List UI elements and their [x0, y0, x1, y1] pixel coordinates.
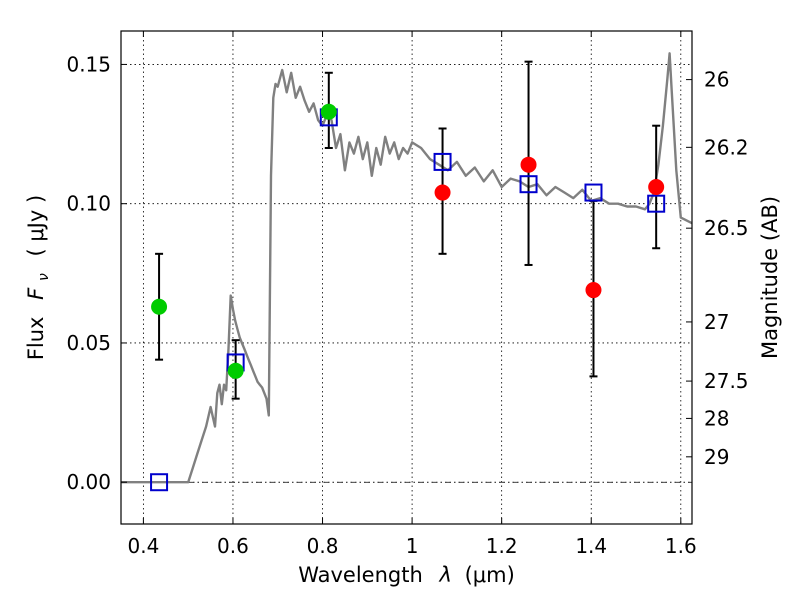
green-data-point — [227, 362, 244, 379]
model-square-marker — [519, 175, 538, 194]
y-tick-label: 0.05 — [66, 331, 111, 355]
y-tick-label: 0.10 — [66, 192, 111, 216]
model-square-marker — [433, 152, 452, 171]
green-data-point — [151, 298, 168, 315]
x-axis-label: Wavelength λ (μm) — [298, 563, 515, 587]
right-axis-label: Magnitude (AB) — [758, 196, 782, 359]
y-axis-label-symbol: F — [24, 287, 48, 300]
x-axis-label-symbol: λ — [438, 563, 451, 587]
x-tick-label: 1 — [406, 534, 419, 558]
red-data-point — [648, 178, 665, 195]
x-tick-label: 0.4 — [127, 534, 159, 558]
y-tick-label: 0.15 — [66, 52, 111, 76]
green-data-point — [320, 103, 337, 120]
model-square-marker — [584, 183, 603, 202]
plot-frame — [120, 30, 693, 525]
right-tick-label: 26.2 — [704, 135, 749, 159]
y-axis-label-unit: ( μJy ) — [24, 195, 48, 257]
right-tick-label: 26.5 — [704, 216, 749, 240]
x-tick-label: 1.6 — [665, 534, 697, 558]
data-points — [150, 60, 666, 492]
x-tick-label: 0.6 — [217, 534, 249, 558]
x-tick-label: 1.4 — [575, 534, 607, 558]
model-square-marker — [647, 194, 666, 213]
y-tick-label: 0.00 — [66, 470, 111, 494]
x-axis-label-unit: (μm) — [465, 563, 515, 587]
y-axis-label-subscript: ν — [36, 273, 52, 281]
right-tick-label: 26 — [704, 68, 729, 92]
red-data-point — [585, 282, 602, 299]
axis-ticks: 0.4 0.6 0.8 1 1.2 1.4 1.6 0.00 0.05 0.10 0.15 26 26.… — [66, 31, 749, 558]
red-data-point — [520, 156, 537, 173]
x-tick-label: 0.8 — [307, 534, 339, 558]
grid-lines — [121, 31, 692, 524]
right-tick-label: 27 — [704, 310, 729, 334]
x-tick-label: 1.2 — [486, 534, 518, 558]
model-spectrum-line — [121, 52, 693, 484]
right-tick-label: 28 — [704, 406, 729, 430]
x-axis-label-prefix: Wavelength — [298, 563, 423, 587]
right-tick-label: 27.5 — [704, 369, 749, 393]
y-axis-label: Flux F ν ( μJy ) — [24, 195, 53, 360]
right-tick-label: 29 — [704, 445, 729, 469]
y-axis-label-prefix: Flux — [24, 317, 48, 361]
red-data-point — [434, 184, 451, 201]
model-square-marker — [150, 473, 169, 492]
